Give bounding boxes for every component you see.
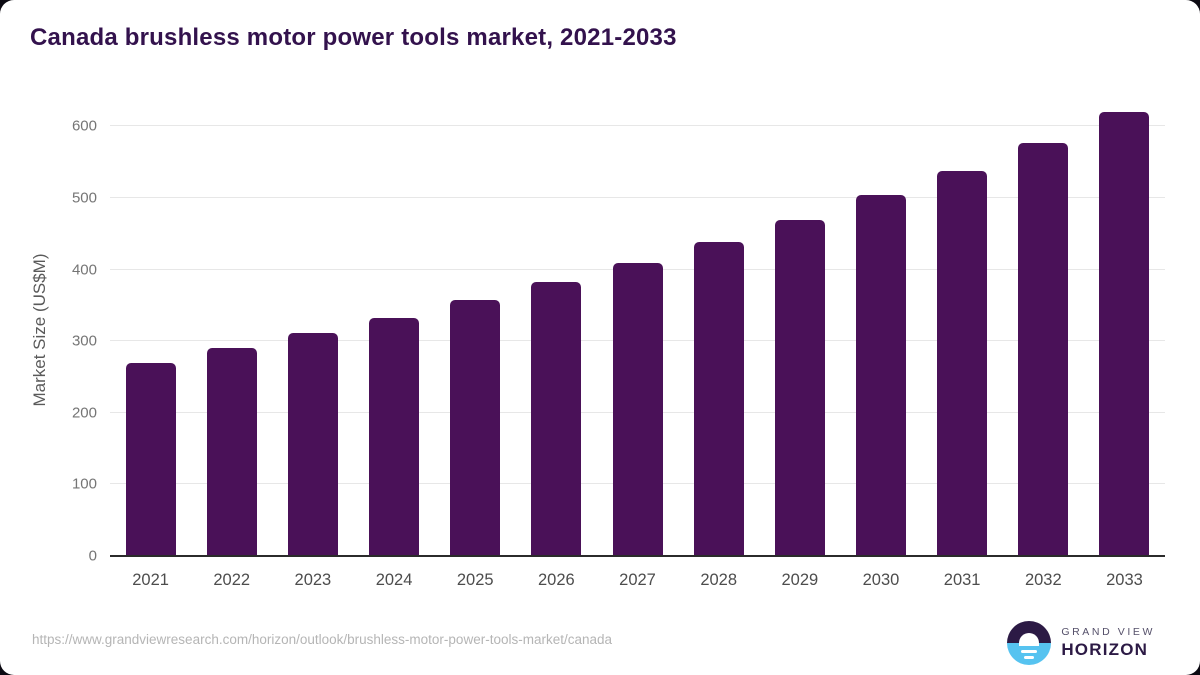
bar-slot-2031: 2031 xyxy=(922,105,1003,589)
bar-2025 xyxy=(450,300,501,556)
bar-2021 xyxy=(125,362,176,556)
x-tick-label-2024: 2024 xyxy=(375,571,413,589)
bar-slot-2027: 2027 xyxy=(597,105,678,589)
x-tick-label-2026: 2026 xyxy=(538,571,575,589)
gridline-500 xyxy=(110,197,1165,199)
bar-2023 xyxy=(287,333,338,556)
bar-slot-2029: 2029 xyxy=(759,105,840,589)
bars-layer: 2021 2022 2023 2024 2025 2026 2027 2028 2029 2030… xyxy=(110,105,1165,589)
sun-shape xyxy=(1019,633,1040,646)
y-axis-title: Market Size (US$M) xyxy=(30,253,49,407)
y-tick-label-100: 100 xyxy=(71,475,97,493)
bar-slot-2033: 2033 xyxy=(1084,105,1165,589)
x-tick-label-2028: 2028 xyxy=(700,571,738,589)
bar-2026 xyxy=(531,281,582,556)
x-tick-label-2021: 2021 xyxy=(132,571,169,589)
bar-slot-2022: 2022 xyxy=(191,105,272,589)
x-tick-label-2025: 2025 xyxy=(456,571,494,589)
y-tick-label-0: 0 xyxy=(88,547,97,565)
chart-title: Canada brushless motor power tools marke… xyxy=(30,24,677,51)
grand-view-horizon-logo: GRAND VIEW HORIZON xyxy=(1007,621,1155,665)
x-axis-line xyxy=(110,555,1165,557)
y-tick-label-600: 600 xyxy=(71,117,97,135)
x-tick-label-2032: 2032 xyxy=(1024,571,1062,589)
bar-2027 xyxy=(612,262,663,556)
bar-2029 xyxy=(774,219,825,556)
bar-slot-2023: 2023 xyxy=(272,105,353,589)
bar-2032 xyxy=(1018,142,1069,556)
bar-2028 xyxy=(693,242,744,556)
logo-text-grand-view: GRAND VIEW xyxy=(1061,626,1155,638)
bar-2033 xyxy=(1099,112,1150,556)
x-tick-label-2031: 2031 xyxy=(943,571,981,589)
x-tick-label-2029: 2029 xyxy=(781,571,819,589)
horizon-sunrise-icon xyxy=(1007,621,1052,665)
x-tick-label-2033: 2033 xyxy=(1106,571,1143,589)
bar-slot-2030: 2030 xyxy=(840,105,921,589)
x-tick-label-2027: 2027 xyxy=(619,571,656,589)
bar-slot-2021: 2021 xyxy=(110,105,191,589)
bar-slot-2024: 2024 xyxy=(353,105,434,589)
sun-reflection-bar xyxy=(1021,649,1038,653)
bar-2030 xyxy=(855,195,906,556)
y-tick-label-200: 200 xyxy=(71,404,97,422)
x-tick-label-2030: 2030 xyxy=(862,571,900,589)
y-tick-label-500: 500 xyxy=(71,189,97,207)
source-url: https://www.grandviewresearch.com/horizo… xyxy=(32,632,612,647)
logo-text-horizon: HORIZON xyxy=(1061,640,1149,659)
bar-2024 xyxy=(369,317,420,556)
logo-text: GRAND VIEW HORIZON xyxy=(1061,626,1155,660)
bar-slot-2032: 2032 xyxy=(1003,105,1084,589)
gridline-600 xyxy=(110,125,1165,127)
x-tick-label-2022: 2022 xyxy=(213,571,251,589)
bar-2022 xyxy=(206,348,257,556)
bar-slot-2026: 2026 xyxy=(516,105,597,589)
sun-reflection-bar xyxy=(1024,655,1035,659)
bar-slot-2028: 2028 xyxy=(678,105,759,589)
plot-area: 0 100 200 300 400 500 600 2021 2022 2023 2024 2025… xyxy=(72,105,1165,589)
y-tick-label-300: 300 xyxy=(71,332,97,350)
bar-2031 xyxy=(937,170,988,556)
bar-slot-2025: 2025 xyxy=(435,105,516,589)
y-tick-label-400: 400 xyxy=(71,261,97,279)
x-tick-label-2023: 2023 xyxy=(294,571,332,589)
